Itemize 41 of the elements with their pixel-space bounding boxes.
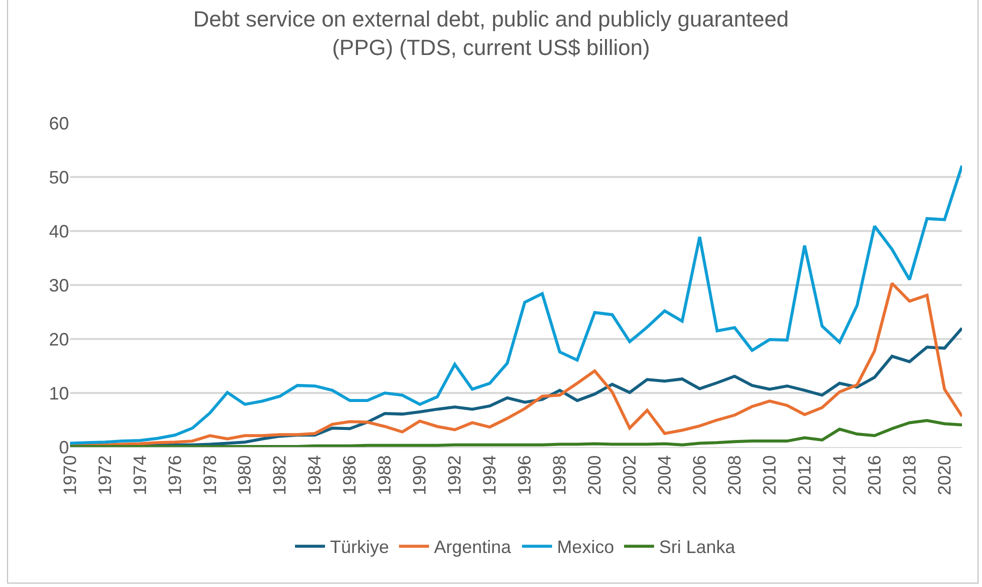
- x-tick-label: 1976: [164, 455, 185, 496]
- x-tick-label: 2008: [724, 455, 744, 496]
- x-tick-label: 2020: [934, 455, 954, 496]
- y-tick-label: 10: [48, 383, 69, 404]
- x-tick-label: 1978: [200, 455, 220, 496]
- legend-label: Türkiye: [330, 537, 390, 558]
- y-tick-label: 20: [48, 329, 69, 350]
- x-tick-label: 2004: [654, 455, 675, 496]
- x-tick-label: 1982: [270, 455, 290, 496]
- x-tick-label: 1970: [60, 455, 80, 496]
- x-tick-label: 1994: [480, 455, 500, 496]
- y-tick-label: 0: [58, 437, 69, 458]
- x-tick-label: 1990: [410, 455, 430, 496]
- x-tick-label: 1992: [444, 455, 465, 496]
- x-tick-label: 1984: [304, 455, 325, 496]
- x-tick-label: 1996: [514, 455, 535, 496]
- x-tick-label: 1974: [130, 455, 150, 496]
- x-tick-label: 1986: [340, 455, 360, 496]
- legend-label: Sri Lanka: [659, 537, 736, 558]
- x-tick-label: 2014: [829, 455, 850, 496]
- x-tick-label: 1998: [550, 455, 570, 496]
- legend-label: Argentina: [434, 537, 512, 558]
- y-tick-label: 60: [48, 113, 69, 134]
- x-tick-label: 2018: [899, 455, 920, 496]
- y-tick-label: 40: [48, 221, 69, 242]
- line-series: [70, 164, 962, 445]
- y-tick-label: 50: [48, 167, 69, 188]
- line-series: [70, 282, 962, 447]
- x-tick-label: 2016: [864, 455, 884, 496]
- x-tick-label: 2006: [690, 455, 710, 496]
- x-tick-label: 1980: [234, 455, 255, 496]
- x-tick-label: 2002: [620, 455, 640, 496]
- x-tick-label: 2012: [794, 455, 814, 496]
- y-tick-label: 30: [48, 275, 69, 296]
- x-tick-label: 2000: [584, 455, 605, 496]
- x-tick-label: 2010: [759, 455, 780, 496]
- x-tick-label: 1972: [94, 455, 115, 496]
- line-series: [70, 419, 962, 447]
- x-tick-label: 1988: [374, 455, 395, 496]
- legend-label: Mexico: [557, 537, 614, 558]
- chart-title: Debt service on external debt, public and publicly guaranteed (PPG) (TDS, current US$ billion): [193, 6, 789, 60]
